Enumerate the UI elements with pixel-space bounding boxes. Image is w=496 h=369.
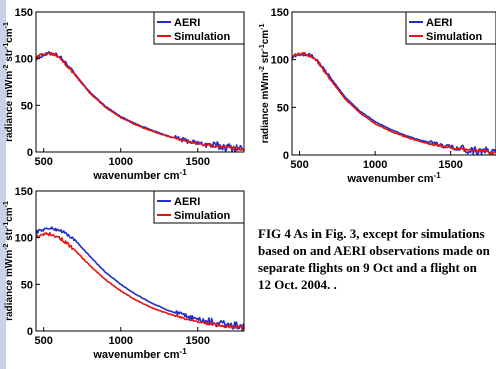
- chart-2-xtick-label-1000: 1000: [363, 159, 387, 171]
- chart-1-xtick-label-1000: 1000: [108, 156, 132, 168]
- chart-1-xtick-label-500: 500: [35, 156, 53, 168]
- chart-3-series-aeri-line: [35, 226, 245, 331]
- chart-1-plot-frame: [35, 11, 245, 153]
- chart-2-ylabel: radiance mWm-2 str-1cm-1: [259, 23, 271, 143]
- chart-2-ytick-label-150: 150: [271, 7, 289, 19]
- chart-3-series-simulation-line: [35, 232, 245, 330]
- chart-1-legend-label-simulation: Simulation: [174, 31, 231, 43]
- chart-1-ytick-label-100: 100: [15, 54, 33, 66]
- chart-2-series-simulation-line: [291, 51, 496, 155]
- chart-3-ytick-label-0: 0: [27, 326, 33, 338]
- chart-1-ytick-label-150: 150: [15, 7, 33, 19]
- chart-1-ylabel: radiance mWm-2 str-1cm-1: [3, 22, 15, 142]
- chart-2-legend-box: [405, 11, 496, 45]
- chart-3-ytick-label-50: 50: [21, 279, 33, 291]
- chart-2-xlabel: wavenumber cm-1: [346, 171, 441, 185]
- chart-2-xtick-label-500: 500: [290, 159, 308, 171]
- chart-2-xtick-label-1500: 1500: [438, 159, 462, 171]
- chart-3-xtick-label-500: 500: [35, 335, 53, 347]
- chart-3-xtick-label-1500: 1500: [186, 335, 210, 347]
- chart-2-ytick-label-50: 50: [277, 102, 289, 114]
- chart-3-plot-frame: [35, 190, 245, 332]
- figure-caption: FIG 4 As in Fig. 3, except for simulatio…: [258, 226, 490, 292]
- chart-3-ytick-label-150: 150: [15, 186, 33, 198]
- chart-1-legend-label-aeri: AERI: [174, 17, 200, 29]
- chart-3-legend-label-simulation: Simulation: [174, 210, 231, 222]
- chart-3-legend-label-aeri: AERI: [174, 196, 200, 208]
- chart-1-legend-box: [153, 11, 245, 45]
- chart-1-ytick-label-0: 0: [27, 147, 33, 159]
- chart-panel-2: 0 50 100 150 500 1000 1500 wavenumber cm-1 radia…: [258, 6, 496, 185]
- chart-2-legend-label-simulation: Simulation: [426, 31, 483, 43]
- chart-1-series-simulation-line: [35, 51, 244, 151]
- chart-panel-1: 0 50 100 150 500 1000 1500 wavenumber cm-1 radia…: [3, 6, 246, 182]
- chart-3-xtick-label-1000: 1000: [108, 335, 132, 347]
- left-border-strip: [0, 0, 6, 369]
- chart-2-plot-frame: [291, 11, 496, 156]
- chart-2-legend-label-aeri: AERI: [426, 17, 452, 29]
- chart-2-ytick-label-100: 100: [271, 55, 289, 67]
- chart-2-series-aeri-line: [291, 52, 496, 156]
- chart-3-xlabel: wavenumber cm-1: [92, 347, 187, 361]
- chart-1-ytick-label-50: 50: [21, 100, 33, 112]
- chart-3-legend-box: [153, 190, 245, 224]
- chart-3-ytick-label-100: 100: [15, 233, 33, 245]
- chart-1-xtick-label-1500: 1500: [186, 156, 210, 168]
- chart-3-ylabel: radiance mWm-2 str-1cm-1: [3, 201, 15, 321]
- chart-2-ytick-label-0: 0: [283, 150, 289, 162]
- chart-panel-3: 0 50 100 150 500 1000 1500 wavenumber cm-1 radia…: [3, 184, 246, 369]
- chart-1-xlabel: wavenumber cm-1: [92, 168, 187, 182]
